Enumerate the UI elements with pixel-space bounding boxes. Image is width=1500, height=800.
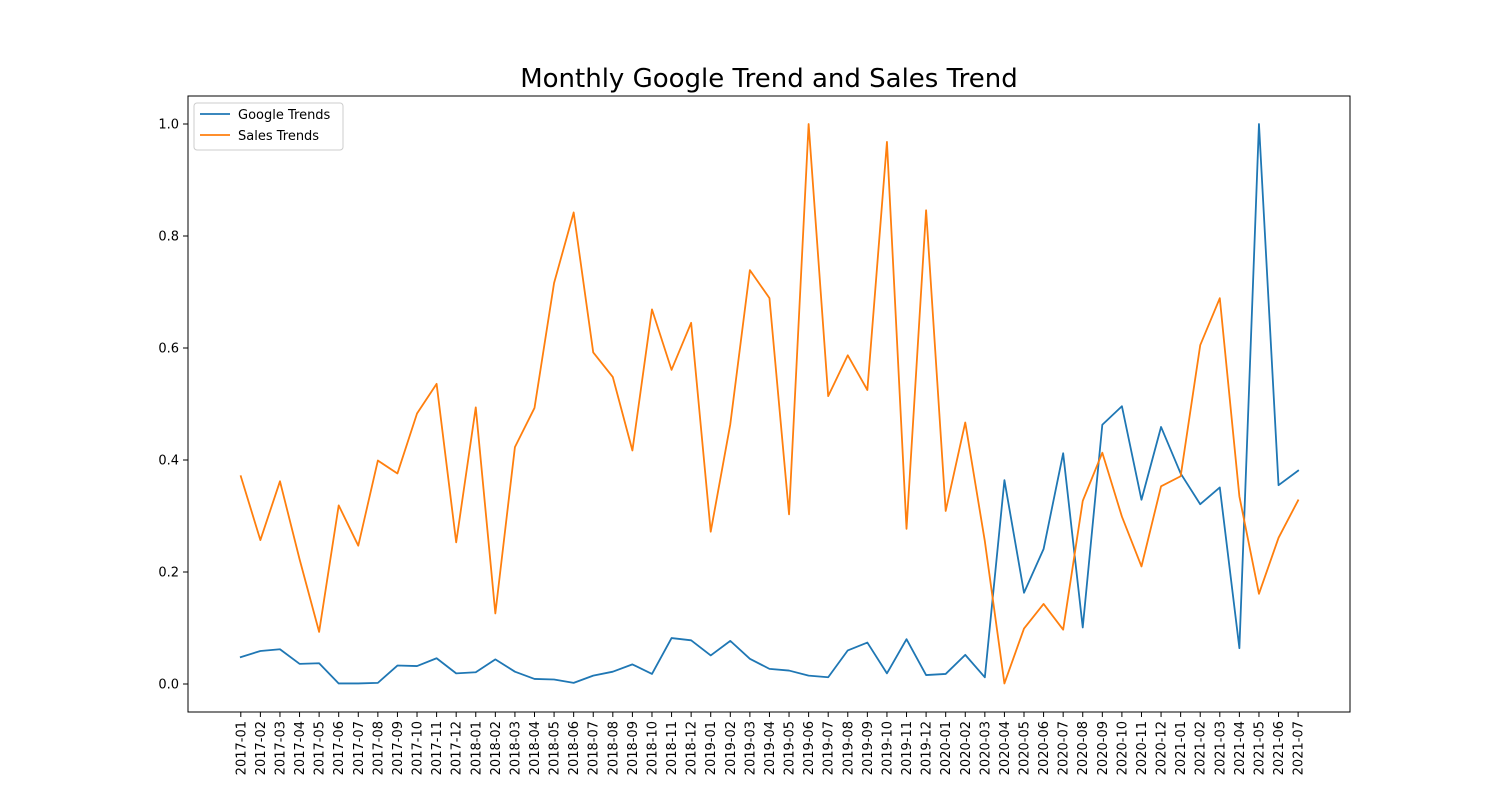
x-tick-label: 2021-05 (1252, 721, 1267, 775)
x-tick-label: 2019-01 (704, 721, 719, 775)
x-tick-label: 2017-06 (332, 721, 347, 775)
x-tick-label: 2019-04 (763, 721, 778, 775)
x-tick-label: 2019-09 (861, 721, 876, 775)
x-tick-label: 2021-01 (1174, 721, 1189, 775)
y-tick-label: 0.4 (158, 454, 179, 469)
x-tick-label: 2019-12 (920, 721, 935, 775)
legend-label-sales: Sales Trends (238, 129, 319, 144)
x-tick-label: 2017-09 (391, 721, 406, 775)
series-line-sales-trends (239, 123, 1300, 685)
x-tick-label: 2019-05 (783, 721, 798, 775)
x-tick-label: 2021-04 (1233, 721, 1248, 775)
x-tick-label: 2017-11 (430, 721, 445, 775)
x-tick-label: 2017-03 (273, 721, 288, 775)
legend: Google Trends Sales Trends (193, 102, 344, 151)
x-tick-label: 2021-07 (1292, 721, 1307, 775)
x-tick-label: 2018-12 (685, 721, 700, 775)
x-tick-label: 2020-05 (1018, 721, 1033, 775)
x-tick-label: 2019-02 (724, 721, 739, 775)
x-tick-label: 2021-03 (1213, 721, 1228, 775)
x-tick-label: 2019-08 (841, 721, 856, 775)
plot-area (187, 95, 1351, 713)
x-tick-label: 2020-08 (1076, 721, 1091, 775)
legend-box (193, 102, 344, 151)
series-line-google-trends (239, 123, 1300, 685)
x-tick-label: 2019-06 (802, 721, 817, 775)
x-tick-label: 2019-10 (880, 721, 895, 775)
x-tick-label: 2020-04 (998, 721, 1013, 775)
x-tick-label: 2018-01 (469, 721, 484, 775)
y-axis: 0.0 0.2 0.4 0.6 0.8 1.0 (158, 118, 188, 693)
x-tick-label: 2017-05 (313, 721, 328, 775)
x-tick-label: 2019-11 (900, 721, 915, 775)
x-tick-label: 2017-10 (411, 721, 426, 775)
x-tick-label: 2018-11 (665, 721, 680, 775)
x-tick-label: 2020-02 (959, 721, 974, 775)
x-tick-label: 2020-12 (1155, 721, 1170, 775)
x-tick-label: 2019-07 (822, 721, 837, 775)
x-tick-label: 2018-06 (567, 721, 582, 775)
chart-title: Monthly Google Trend and Sales Trend (520, 64, 1018, 94)
x-tick-label: 2018-10 (645, 721, 660, 775)
y-tick-label: 0.8 (158, 230, 179, 245)
y-tick-label: 0.0 (158, 678, 179, 693)
x-tick-label: 2017-12 (450, 721, 465, 775)
x-tick-label: 2017-07 (352, 721, 367, 775)
x-axis: 2017-01 2017-02 2017-03 2017-04 2017-05 2017-… (234, 712, 1307, 775)
x-tick-label: 2018-03 (508, 721, 523, 775)
x-tick-label: 2020-10 (1115, 721, 1130, 775)
x-tick-label: 2021-06 (1272, 721, 1287, 775)
x-tick-label: 2018-07 (587, 721, 602, 775)
y-tick-label: 0.6 (158, 342, 179, 357)
x-tick-label: 2020-03 (978, 721, 993, 775)
x-tick-label: 2018-04 (528, 721, 543, 775)
x-tick-label: 2017-01 (234, 721, 249, 775)
x-tick-label: 2020-06 (1037, 721, 1052, 775)
y-tick-label: 1.0 (158, 118, 179, 133)
x-tick-label: 2021-02 (1194, 721, 1209, 775)
x-tick-label: 2017-04 (293, 721, 308, 775)
x-tick-label: 2018-05 (548, 721, 563, 775)
x-tick-label: 2020-07 (1057, 721, 1072, 775)
x-tick-label: 2018-02 (489, 721, 504, 775)
x-tick-label: 2018-09 (626, 721, 641, 775)
x-tick-label: 2017-08 (371, 721, 386, 775)
x-tick-label: 2019-03 (743, 721, 758, 775)
y-tick-label: 0.2 (158, 566, 179, 581)
x-tick-label: 2017-02 (254, 721, 269, 775)
x-tick-label: 2020-09 (1096, 721, 1111, 775)
x-tick-label: 2018-08 (606, 721, 621, 775)
series-lines (239, 123, 1300, 685)
legend-label-google: Google Trends (238, 108, 331, 123)
x-tick-label: 2020-01 (939, 721, 954, 775)
x-tick-label: 2020-11 (1135, 721, 1150, 775)
